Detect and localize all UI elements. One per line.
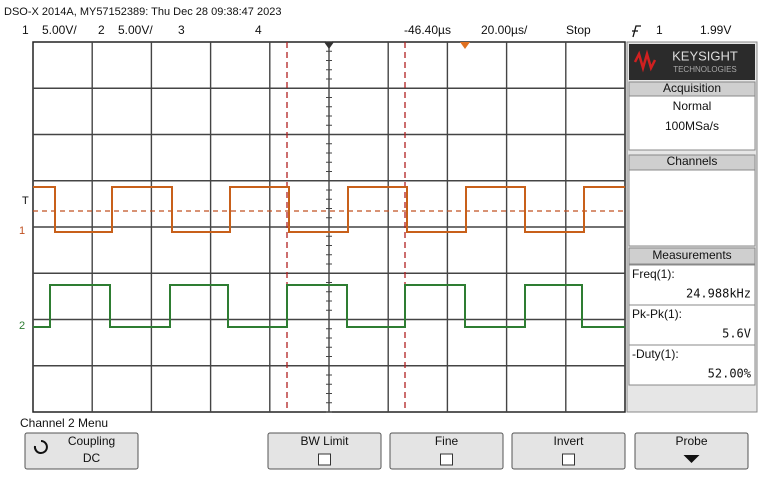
trigger-icon bbox=[632, 25, 641, 38]
brand-sub: TECHNOLOGIES bbox=[673, 65, 737, 74]
softkey[interactable]: Probe bbox=[634, 432, 749, 470]
delay-marker bbox=[460, 42, 470, 49]
measurement-box bbox=[628, 264, 756, 306]
grid bbox=[33, 41, 625, 413]
channels-box bbox=[628, 169, 756, 247]
ch1-waveform bbox=[33, 186, 625, 233]
delay: -46.40µs bbox=[404, 23, 451, 37]
channel-number: 3 bbox=[178, 23, 185, 37]
softkey-button[interactable] bbox=[389, 432, 504, 470]
center-marker bbox=[324, 42, 334, 49]
channel-scale: 5.00V/ bbox=[42, 23, 77, 37]
softkey-checkbox[interactable] bbox=[440, 453, 453, 466]
softkey-checkbox[interactable] bbox=[562, 453, 575, 466]
softkey-label[interactable]: Fine bbox=[435, 434, 459, 448]
softkey[interactable]: Coupling DC bbox=[24, 432, 139, 470]
softkey-arrow[interactable] bbox=[683, 455, 700, 463]
measurement-value: 24.988kHz bbox=[686, 287, 751, 301]
brand-logo bbox=[633, 49, 657, 73]
softkey-button[interactable] bbox=[511, 432, 626, 470]
softkey-label[interactable]: Invert bbox=[553, 434, 584, 448]
channel-number: 1 bbox=[22, 23, 29, 37]
ch2-marker: 2 bbox=[19, 320, 25, 332]
cursors bbox=[33, 42, 625, 412]
acquisition-rate: 100MSa/s bbox=[665, 119, 719, 133]
measurement-value: 5.6V bbox=[722, 327, 751, 341]
channel-scale: 5.00V/ bbox=[118, 23, 153, 37]
trigger-source: 1 bbox=[656, 23, 663, 37]
channel-number: 4 bbox=[255, 23, 262, 37]
section-header bbox=[628, 247, 756, 265]
measurement-value: 52.00% bbox=[708, 367, 752, 381]
softkey-label[interactable]: Coupling bbox=[68, 434, 115, 448]
ch1-marker: 1 bbox=[19, 225, 25, 237]
softkey-button[interactable] bbox=[634, 432, 749, 470]
softkeys: Coupling DC BW Limit Fine Invert Probe bbox=[24, 432, 749, 470]
menu-title: Channel 2 Menu bbox=[20, 416, 108, 430]
acquisition-mode: Normal bbox=[673, 99, 712, 113]
softkey-cycle-icon[interactable] bbox=[33, 440, 48, 454]
measurement-box bbox=[628, 344, 756, 386]
softkey-checkbox[interactable] bbox=[318, 453, 331, 466]
trigger-marker: T bbox=[22, 195, 29, 207]
softkey[interactable]: BW Limit bbox=[267, 432, 382, 470]
measurement-label: Freq(1): bbox=[632, 267, 675, 281]
softkey-button[interactable] bbox=[24, 432, 139, 470]
run-state: Stop bbox=[566, 23, 591, 37]
acquisition-box bbox=[628, 95, 756, 151]
acquisition-title: Acquisition bbox=[663, 81, 721, 95]
side-panel: KEYSIGHT TECHNOLOGIES Acquisition Normal… bbox=[626, 41, 758, 413]
softkey-label[interactable]: BW Limit bbox=[301, 434, 350, 448]
measurements: Freq(1): 24.988kHz Pk-Pk(1): 5.6V -Duty(1): 5… bbox=[628, 264, 756, 386]
trigger-level: 1.99V bbox=[700, 23, 731, 37]
timebase: 20.00µs/ bbox=[481, 23, 528, 37]
brand-name: KEYSIGHT bbox=[672, 48, 738, 63]
measurement-box bbox=[628, 304, 756, 346]
softkey-button[interactable] bbox=[267, 432, 382, 470]
channels-title: Channels bbox=[667, 154, 718, 168]
ch2-waveform bbox=[33, 284, 625, 328]
softkey-value[interactable]: DC bbox=[83, 451, 101, 465]
measurement-label: -Duty(1): bbox=[632, 347, 679, 361]
channel-number: 2 bbox=[98, 23, 105, 37]
measurement-label: Pk-Pk(1): bbox=[632, 307, 682, 321]
scope-title: DSO-X 2014A, MY57152389: Thu Dec 28 09:3… bbox=[4, 6, 281, 18]
softkey[interactable]: Invert bbox=[511, 432, 626, 470]
measurements-title: Measurements bbox=[652, 248, 731, 262]
waveforms bbox=[33, 186, 625, 328]
softkey-label[interactable]: Probe bbox=[675, 434, 707, 448]
softkey[interactable]: Fine bbox=[389, 432, 504, 470]
